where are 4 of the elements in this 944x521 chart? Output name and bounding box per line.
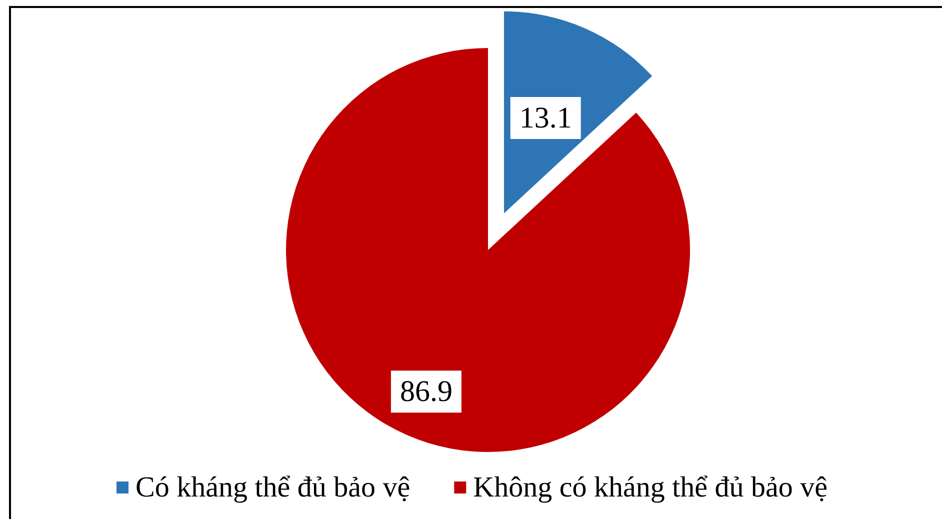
data-label: 13.1 [519,102,572,135]
legend-label: Không có kháng thể đủ bảo vệ [473,472,828,504]
data-label: 86.9 [400,375,452,408]
legend-label: Có kháng thể đủ bảo vệ [136,472,410,504]
